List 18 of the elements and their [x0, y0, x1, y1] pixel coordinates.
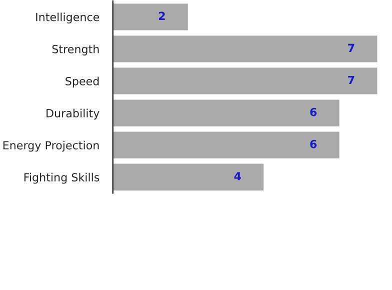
bar	[112, 162, 266, 192]
y-tick-label: Durability	[46, 108, 100, 120]
data-label: 4	[234, 172, 241, 180]
data-label: 7	[348, 44, 354, 52]
bar	[112, 34, 378, 64]
bar	[112, 2, 190, 32]
data-label: 6	[310, 108, 317, 116]
y-tick-label: Speed	[66, 76, 99, 88]
y-tick-label: Intelligence	[36, 12, 100, 24]
bar	[112, 66, 378, 96]
y-tick-label: Fighting Skills	[24, 172, 100, 184]
y-tick-label: Strength	[52, 44, 99, 56]
bar	[112, 130, 341, 160]
data-label: 6	[310, 140, 317, 148]
data-label: 2	[158, 12, 165, 20]
bar	[112, 98, 341, 128]
y-tick-label: Energy Projection	[3, 140, 99, 152]
data-label: 7	[348, 76, 354, 84]
